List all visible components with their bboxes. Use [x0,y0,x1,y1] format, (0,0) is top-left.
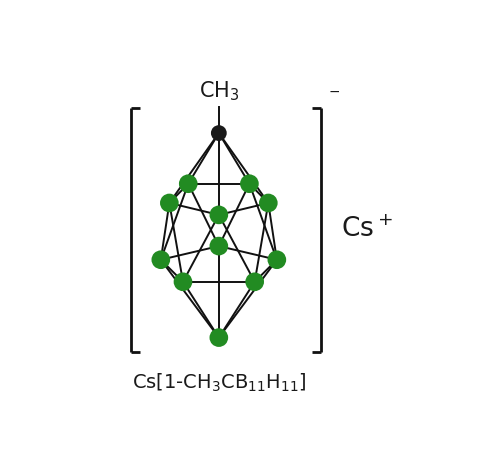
Circle shape [259,194,278,212]
Text: $^{-}$: $^{-}$ [328,87,340,106]
Circle shape [210,237,228,255]
Circle shape [240,174,259,193]
Text: $\mathrm{CH_3}$: $\mathrm{CH_3}$ [199,79,239,103]
Circle shape [210,206,228,224]
Circle shape [246,273,264,291]
Circle shape [152,250,170,269]
Circle shape [179,174,198,193]
Text: $\mathrm{Cs^+}$: $\mathrm{Cs^+}$ [341,217,393,243]
Text: $\mathrm{Cs[1\text{-}CH_3CB_{11}H_{11}]}$: $\mathrm{Cs[1\text{-}CH_3CB_{11}H_{11}]}… [132,372,306,394]
Circle shape [173,273,192,291]
Circle shape [267,250,286,269]
Circle shape [210,328,228,347]
Circle shape [211,125,227,141]
Circle shape [160,194,179,212]
